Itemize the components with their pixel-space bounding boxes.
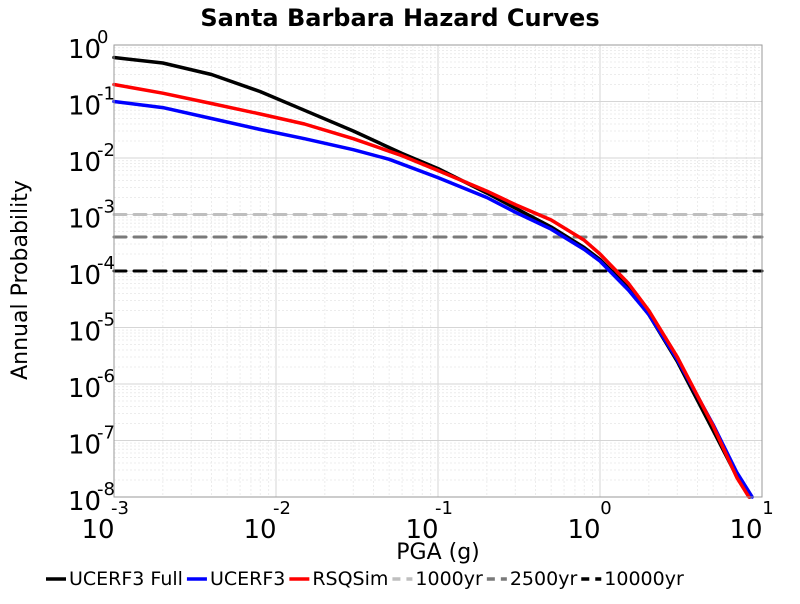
- series-line-ucerf3: [112, 99, 754, 499]
- legend-label-1000yr: 1000yr: [415, 568, 483, 590]
- x-tick-exponent: 0: [600, 498, 611, 519]
- x-tick-label: 10: [567, 515, 600, 545]
- y-tick-exponent: -6: [97, 366, 115, 387]
- chart-title: Santa Barbara Hazard Curves: [200, 4, 599, 32]
- y-tick-label: 10: [68, 374, 101, 404]
- y-tick-exponent: -2: [97, 140, 115, 161]
- y-tick-exponent: -3: [97, 197, 115, 218]
- y-tick-exponent: -4: [97, 253, 115, 274]
- series-lines: [112, 55, 754, 499]
- x-axis-label: PGA (g): [396, 540, 480, 565]
- x-tick-label: 10: [81, 515, 114, 545]
- legend-label-rsqsim: RSQSim: [312, 568, 388, 590]
- x-tick-exponent: -1: [435, 498, 453, 519]
- y-tick-label: 10: [68, 205, 101, 235]
- legend-label-ucerf3: UCERF3: [210, 568, 285, 590]
- y-tick-label: 10: [68, 92, 101, 122]
- y-tick-label: 10: [68, 318, 101, 348]
- y-tick-label: 10: [68, 487, 101, 517]
- plot-frame: [113, 44, 763, 498]
- y-tick-label: 10: [68, 148, 101, 178]
- y-tick-exponent: -1: [97, 84, 115, 105]
- x-tick-exponent: -2: [273, 498, 291, 519]
- x-tick-label: 10: [729, 515, 762, 545]
- series-line-ucerf3-full: [112, 55, 752, 499]
- y-tick-exponent: -5: [97, 310, 115, 331]
- y-tick-exponent: -8: [97, 479, 115, 500]
- y-tick-label: 10: [68, 35, 101, 65]
- legend: UCERF3 Full UCERF3 RSQSim 1000yr 2500yr 10000…: [46, 568, 684, 590]
- series-line-rsqsim: [112, 82, 751, 499]
- legend-label-2500yr: 2500yr: [510, 568, 578, 590]
- x-tick-label: 10: [405, 515, 438, 545]
- y-tick-exponent: -7: [97, 423, 115, 444]
- y-tick-label: 10: [68, 431, 101, 461]
- legend-label-10000yr: 10000yr: [604, 568, 684, 590]
- legend-label-ucerf3-full: UCERF3 Full: [69, 568, 183, 590]
- x-tick-exponent: 1: [762, 498, 773, 519]
- x-tick-label: 10: [243, 515, 276, 545]
- x-tick-exponent: -3: [111, 498, 129, 519]
- reference-lines: [112, 213, 764, 273]
- y-tick-label: 10: [68, 261, 101, 291]
- y-axis-label: Annual Probability: [8, 180, 33, 380]
- y-tick-exponent: 0: [97, 27, 108, 48]
